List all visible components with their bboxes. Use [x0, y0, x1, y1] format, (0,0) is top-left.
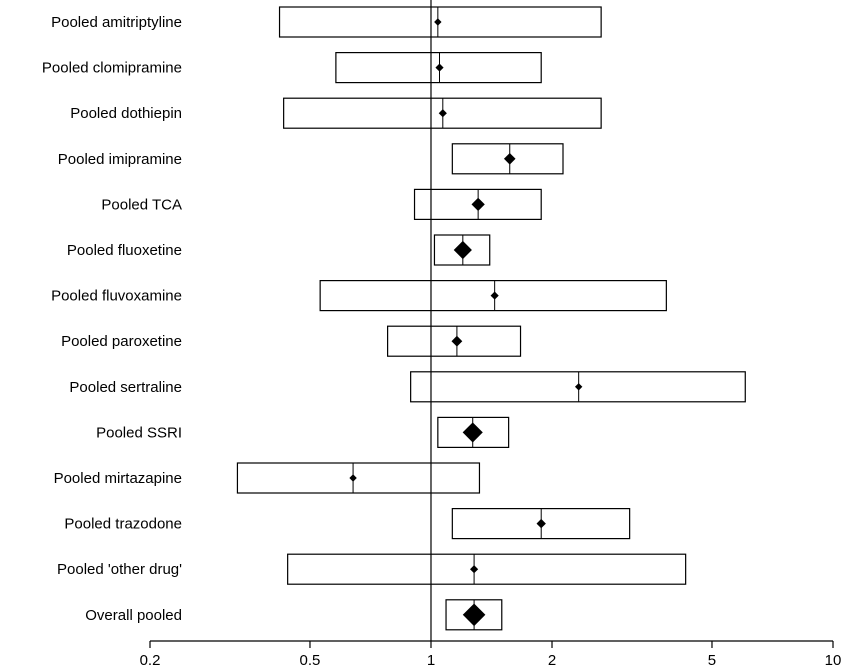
row-label: Pooled paroxetine: [61, 333, 182, 350]
row-label: Pooled dothiepin: [70, 105, 182, 122]
row-label: Pooled imipramine: [58, 151, 182, 168]
estimate-marker: [435, 63, 444, 72]
ci-box: [287, 553, 687, 585]
ci-box: [319, 280, 667, 312]
estimate-marker: [453, 240, 472, 260]
x-tick-label: 5: [708, 652, 716, 669]
ci-box: [433, 234, 491, 266]
forest-row: Pooled clomipramine: [42, 51, 542, 84]
ci-box: [278, 6, 602, 38]
forest-row: Pooled imipramine: [58, 143, 564, 175]
ci-box: [451, 143, 564, 175]
ci-box: [387, 325, 522, 357]
forest-row: Pooled SSRI: [96, 416, 510, 448]
ci-box: [236, 462, 481, 494]
x-tick-label: 0.5: [300, 652, 321, 669]
estimate-marker: [471, 197, 485, 212]
forest-row: Pooled fluvoxamine: [51, 280, 667, 312]
row-label: Pooled trazodone: [64, 516, 182, 533]
x-tick-label: 0.2: [140, 652, 161, 669]
x-tick-label: 10: [825, 652, 842, 669]
row-label: Pooled clomipramine: [42, 60, 182, 77]
x-axis: 0.2 0.5 1 2 5 10: [140, 640, 842, 669]
forest-row: Pooled mirtazapine: [54, 462, 481, 494]
row-label: Pooled SSRI: [96, 424, 182, 441]
forest-row: Pooled TCA: [101, 188, 542, 220]
row-label: Pooled amitriptyline: [51, 14, 182, 31]
x-tick-label: 1: [427, 652, 435, 669]
x-tick-label: 2: [548, 652, 556, 669]
ci-box: [410, 371, 746, 403]
estimate-marker: [434, 18, 442, 26]
estimate-marker: [536, 518, 546, 529]
estimate-marker: [462, 422, 483, 443]
estimate-marker: [574, 383, 583, 391]
forest-row: Pooled dothiepin: [70, 97, 602, 129]
row-label: Pooled sertraline: [69, 379, 182, 396]
forest-row: Pooled sertraline: [69, 371, 746, 403]
row-label: Pooled fluvoxamine: [51, 288, 182, 305]
ci-box: [335, 51, 542, 84]
forest-row: Pooled amitriptyline: [51, 6, 602, 38]
rows-layer: Pooled amitriptyline Pooled clomipramine P…: [42, 6, 746, 631]
row-label: Pooled mirtazapine: [54, 470, 182, 487]
forest-row: Pooled 'other drug': [57, 553, 687, 585]
row-label: Pooled fluoxetine: [67, 242, 182, 259]
estimate-marker: [349, 474, 357, 482]
estimate-marker: [503, 153, 516, 165]
estimate-marker: [462, 603, 486, 627]
estimate-marker: [470, 565, 479, 574]
forest-row: Overall pooled: [85, 599, 503, 631]
forest-row: Pooled trazodone: [64, 508, 631, 540]
row-label: Pooled 'other drug': [57, 561, 182, 578]
estimate-marker: [451, 335, 463, 347]
forest-row: Pooled fluoxetine: [67, 234, 491, 266]
ci-box: [437, 416, 510, 448]
row-label: Pooled TCA: [101, 196, 182, 213]
estimate-marker: [490, 291, 499, 300]
estimate-marker: [438, 109, 447, 118]
forest-row: Pooled paroxetine: [61, 325, 522, 357]
row-label: Overall pooled: [85, 607, 182, 624]
